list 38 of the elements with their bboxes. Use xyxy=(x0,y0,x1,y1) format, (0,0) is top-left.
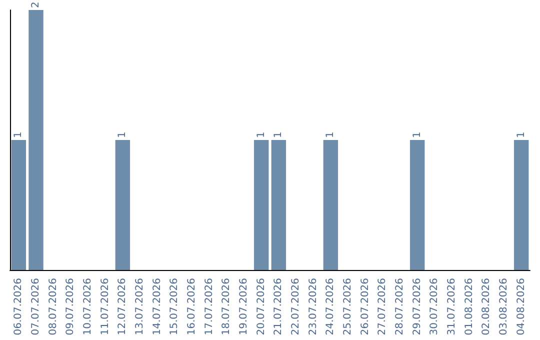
x-tick-label: 16.07.2026 xyxy=(186,278,198,336)
x-tick-label: 07.07.2026 xyxy=(30,278,42,336)
x-tick-label: 17.07.2026 xyxy=(204,278,215,336)
x-tick-label: 27.07.2026 xyxy=(377,278,388,336)
data-label: 1 xyxy=(13,132,24,138)
x-tick-label: 06.07.2026 xyxy=(13,278,24,336)
x-tick-label: 29.07.2026 xyxy=(412,278,423,336)
data-label: 2 xyxy=(30,2,42,8)
x-tick-label: 24.07.2026 xyxy=(325,278,336,336)
x-tick-label: 12.07.2026 xyxy=(117,278,128,336)
x-tick-label: 31.07.2026 xyxy=(446,278,458,336)
x-tick-label: 03.08.2026 xyxy=(498,278,510,336)
x-tick-label: 10.07.2026 xyxy=(82,278,94,336)
x-tick-label: 20.07.2026 xyxy=(256,278,267,336)
x-tick-label: 08.07.2026 xyxy=(48,278,59,336)
x-tick-label: 21.07.2026 xyxy=(273,278,284,336)
x-tick-label: 14.07.2026 xyxy=(152,278,163,336)
x-tick-label: 04.08.2026 xyxy=(516,278,527,336)
data-label: 1 xyxy=(325,132,336,138)
x-tick-label: 25.07.2026 xyxy=(342,278,354,336)
x-tick-label: 28.07.2026 xyxy=(394,278,406,336)
data-label: 1 xyxy=(256,132,267,138)
x-tick-label: 18.07.2026 xyxy=(221,278,232,336)
x-tick-label: 11.07.2026 xyxy=(100,278,111,336)
x-tick-label: 01.08.2026 xyxy=(464,278,475,336)
x-tick-label: 30.07.2026 xyxy=(429,278,440,336)
x-tick-label: 13.07.2026 xyxy=(134,278,146,336)
x-tick-label: 02.08.2026 xyxy=(481,278,492,336)
data-label: 1 xyxy=(412,132,423,138)
data-label: 1 xyxy=(273,132,284,138)
x-tick-label: 19.07.2026 xyxy=(238,278,250,336)
x-tick-label: 15.07.2026 xyxy=(169,278,180,336)
data-label: 1 xyxy=(516,132,527,138)
x-tick-label: 22.07.2026 xyxy=(290,278,302,336)
x-tick-label: 09.07.2026 xyxy=(65,278,76,336)
x-tick-label: 23.07.2026 xyxy=(308,278,319,336)
data-label: 1 xyxy=(117,132,128,138)
x-tick-label: 26.07.2026 xyxy=(360,278,371,336)
